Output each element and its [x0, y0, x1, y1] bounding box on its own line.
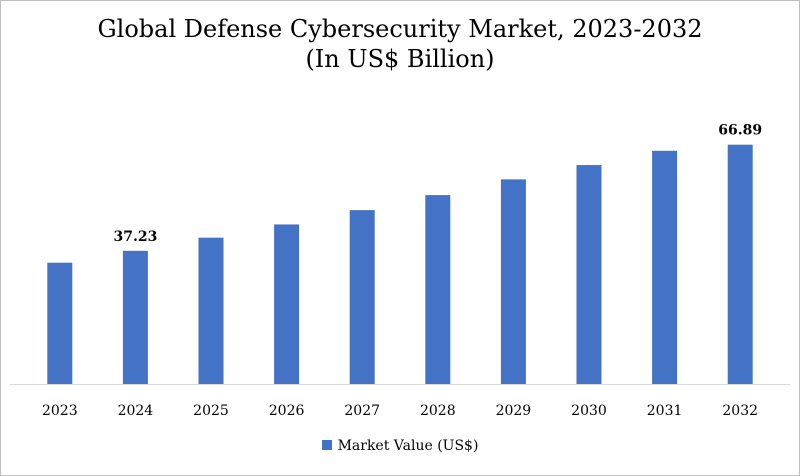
bars-group — [47, 144, 753, 384]
chart-title: Global Defense Cybersecurity Market, 202… — [97, 15, 703, 43]
x-tick-labels: 2023 2024 2025 2026 2027 2028 2029 2030 2031 2032 — [42, 403, 758, 419]
x-tick-label-2032: 2032 — [722, 403, 758, 419]
legend-label: Market Value (US$) — [337, 438, 479, 454]
bar-2026 — [274, 224, 300, 384]
bar-2025 — [198, 237, 224, 384]
data-labels: 37.23 66.89 — [113, 123, 762, 245]
x-tick-label-2023: 2023 — [42, 403, 78, 419]
bar-2031 — [652, 150, 678, 384]
x-tick-label-2031: 2031 — [647, 403, 683, 419]
bar-2030 — [576, 165, 602, 384]
chart-title-block: Global Defense Cybersecurity Market, 202… — [0, 14, 800, 74]
legend: Market Value (US$) — [0, 438, 800, 454]
bar-2023 — [47, 262, 73, 384]
x-tick-label-2024: 2024 — [118, 403, 154, 419]
data-label-2032: 66.89 — [718, 123, 762, 139]
bar-2029 — [500, 179, 526, 384]
x-tick-label-2030: 2030 — [571, 403, 607, 419]
chart-subtitle: (In US$ Billion) — [305, 45, 495, 73]
x-tick-label-2026: 2026 — [269, 403, 305, 419]
x-tick-label-2028: 2028 — [420, 403, 456, 419]
legend-swatch — [321, 440, 332, 450]
x-tick-label-2027: 2027 — [344, 403, 380, 419]
x-tick-label-2029: 2029 — [496, 403, 532, 419]
bar-2028 — [425, 195, 451, 384]
bar-2027 — [349, 210, 375, 384]
bar-2024 — [122, 250, 148, 384]
x-tick-label-2025: 2025 — [193, 403, 229, 419]
data-label-2024: 37.23 — [113, 229, 157, 245]
bar-2032 — [727, 144, 753, 384]
